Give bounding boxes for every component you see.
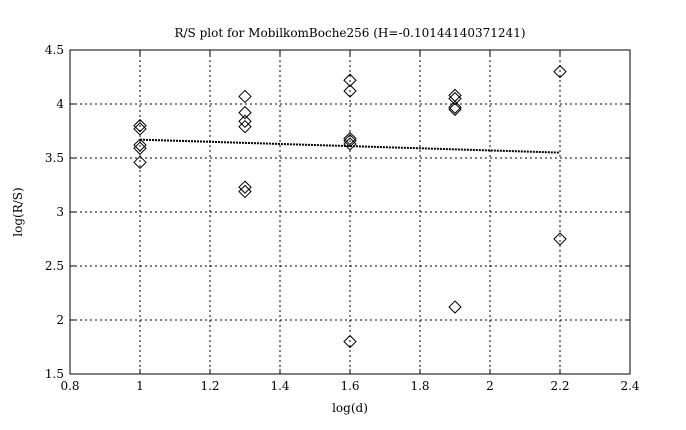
- data-point: [133, 118, 147, 133]
- data-point: [448, 102, 462, 117]
- x-tick-label: 2.4: [620, 379, 639, 393]
- data-point: [448, 100, 462, 114]
- y-tick-label: 3.5: [45, 151, 64, 165]
- data-point: [343, 137, 357, 151]
- x-tick-label: 2: [486, 379, 494, 393]
- data-point: [448, 300, 462, 314]
- data-point: [238, 114, 252, 128]
- x-tick-label: 0.8: [60, 379, 79, 393]
- x-tick-label: 1: [136, 379, 144, 393]
- data-point: [448, 88, 462, 103]
- chart-title: R/S plot for MobilkomBoche256 (H=-0.1014…: [174, 26, 525, 40]
- data-point: [238, 119, 252, 134]
- data-point: [238, 89, 252, 104]
- data-point: [133, 155, 147, 170]
- data-point: [343, 84, 357, 98]
- y-axis-label: log(R/S): [11, 187, 25, 236]
- data-point: [343, 73, 357, 87]
- data-point: [553, 64, 567, 79]
- y-tick-label: 2: [56, 313, 64, 327]
- data-point: [553, 232, 567, 246]
- x-axis-label: log(d): [332, 401, 368, 415]
- data-point: [343, 131, 357, 146]
- y-tick-label: 1.5: [45, 367, 64, 381]
- y-tick-label: 4.5: [45, 43, 64, 57]
- x-tick-label: 1.8: [410, 379, 429, 393]
- plot-frame: [69, 49, 631, 375]
- data-point: [238, 105, 252, 120]
- x-tick-label: 2.2: [550, 379, 569, 393]
- x-tick-label: 1.4: [270, 379, 289, 393]
- y-tick-label: 3: [56, 205, 64, 219]
- data-point: [343, 134, 357, 148]
- data-point: [343, 334, 357, 349]
- data-point: [133, 122, 147, 136]
- data-point: [238, 184, 252, 199]
- data-point: [238, 180, 252, 194]
- x-tick-label: 1.2: [200, 379, 219, 393]
- y-tick-label: 4: [56, 97, 64, 111]
- data-point: [448, 91, 462, 106]
- x-tick-label: 1.6: [340, 379, 359, 393]
- data-point: [133, 138, 147, 152]
- y-tick-label: 2.5: [45, 259, 64, 273]
- data-point: [133, 141, 147, 155]
